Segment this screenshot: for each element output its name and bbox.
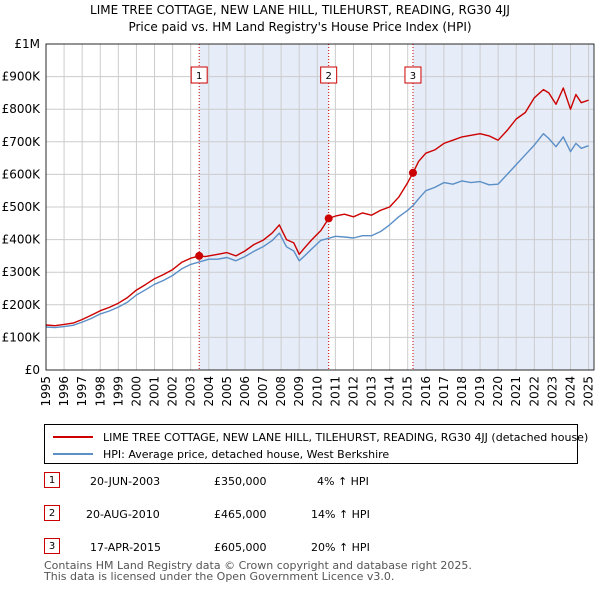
x-tick-label: 2019 [473, 376, 487, 407]
sale-hpi-change: 4% ↑ HPI [317, 475, 369, 488]
x-tick-label: 2001 [148, 376, 162, 407]
sale-price: £605,000 [214, 541, 267, 554]
x-tick-label: 1999 [111, 376, 125, 407]
chart-title: LIME TREE COTTAGE, NEW LANE HILL, TILEHU… [90, 3, 510, 17]
table-row: 1 20-JUN-2003 £350,000 4% ↑ HPI [0, 472, 600, 492]
y-tick-label: £200K [2, 298, 42, 312]
axes: £0 £100K £200K £300K £400K £500K £600K £700K £80… [2, 37, 596, 407]
sale-date: 20-JUN-2003 [90, 475, 161, 488]
x-tick-label: 2004 [202, 376, 216, 407]
x-tick-label: 2009 [292, 376, 306, 407]
sale-number-badge: 2 [44, 505, 60, 521]
sale-hpi-change: 14% ↑ HPI [311, 508, 370, 521]
sale-label-box [404, 66, 422, 84]
legend-label-property: LIME TREE COTTAGE, NEW LANE HILL, TILEHU… [103, 430, 589, 444]
sale-label-box [190, 66, 208, 84]
series [45, 87, 589, 329]
sale-point [324, 214, 333, 223]
footer-copyright: Contains HM Land Registry data © Crown c… [44, 559, 472, 572]
legend-swatch-hpi [53, 453, 93, 455]
y-tick-label: £0 [25, 363, 40, 377]
y-tick-label: £1M [14, 37, 40, 51]
y-tick-label: £400K [2, 233, 42, 247]
x-tick-label: 2005 [220, 376, 234, 407]
x-tick-label: 2015 [401, 376, 415, 407]
x-tick-label: 1998 [93, 376, 107, 407]
legend-item-property: LIME TREE COTTAGE, NEW LANE HILL, TILEHU… [53, 429, 588, 445]
x-tick-label: 2000 [129, 376, 143, 407]
footer-license: This data is licensed under the Open Gov… [44, 570, 395, 583]
legend: LIME TREE COTTAGE, NEW LANE HILL, TILEHU… [44, 424, 588, 464]
property-line [45, 87, 589, 327]
x-tick-label: 2010 [310, 376, 324, 407]
x-tick-label: 2013 [365, 376, 379, 407]
y-tick-label: £300K [2, 265, 42, 279]
y-tick-label: £600K [2, 167, 42, 181]
y-tick-label: £500K [2, 200, 42, 214]
sale-number-badge: 1 [44, 472, 60, 488]
legend-swatch-property [53, 436, 93, 438]
table-row: 3 17-APR-2015 £605,000 20% ↑ HPI [0, 538, 600, 558]
legend-item-hpi: HPI: Average price, detached house, West… [53, 446, 389, 462]
x-tick-label: 1997 [75, 376, 89, 407]
x-tick-label: 1995 [39, 376, 53, 407]
chart: LIME TREE COTTAGE, NEW LANE HILL, TILEHU… [2, 3, 596, 407]
x-tick-label: 2014 [383, 376, 397, 407]
sale-point [408, 168, 417, 177]
x-tick-label: 2002 [166, 376, 180, 407]
sale-point [195, 251, 204, 260]
x-tick-label: 2003 [184, 376, 198, 407]
chart-svg: LIME TREE COTTAGE, NEW LANE HILL, TILEHU… [2, 3, 596, 407]
x-tick-label: 2024 [563, 376, 577, 407]
table-row: 2 20-AUG-2010 £465,000 14% ↑ HPI [0, 505, 600, 525]
sale-date: 20-AUG-2010 [86, 508, 160, 521]
sale-label-box [320, 66, 338, 84]
sale-markers [195, 168, 417, 260]
y-tick-label: £700K [2, 135, 42, 149]
x-tick-label: 2022 [527, 376, 541, 407]
footer: Contains HM Land Registry data © Crown c… [44, 560, 472, 582]
sale-hpi-change: 20% ↑ HPI [311, 541, 370, 554]
x-tick-label: 2018 [455, 376, 469, 407]
sale-label-text: 1 [196, 71, 202, 82]
x-tick-label: 2016 [419, 376, 433, 407]
x-tick-label: 2017 [437, 376, 451, 407]
sale-price: £465,000 [214, 508, 267, 521]
x-tick-label: 2025 [582, 376, 596, 407]
sale-label-text: 2 [325, 71, 331, 82]
x-tick-label: 2012 [346, 376, 360, 407]
legend-label-hpi: HPI: Average price, detached house, West… [103, 447, 390, 461]
x-tick-label: 2020 [491, 376, 505, 407]
x-tick-label: 2023 [545, 376, 559, 407]
sale-vlines: 1 2 3 [190, 44, 422, 370]
sale-price: £350,000 [214, 475, 267, 488]
sale-date: 17-APR-2015 [90, 541, 162, 554]
y-tick-label: £800K [2, 102, 42, 116]
hpi-line [45, 132, 589, 329]
x-tick-label: 2011 [328, 376, 342, 407]
y-tick-label: £100K [2, 330, 42, 344]
y-tick-label: £900K [2, 70, 42, 84]
chart-subtitle: Price paid vs. HM Land Registry's House … [128, 20, 471, 34]
x-tick-label: 1996 [57, 376, 71, 407]
grid [45, 43, 594, 371]
x-tick-label: 2007 [256, 376, 270, 407]
x-tick-label: 2006 [238, 376, 252, 407]
sale-number-badge: 3 [44, 538, 60, 554]
x-tick-label: 2008 [274, 376, 288, 407]
sale-label-text: 3 [410, 71, 416, 82]
x-tick-label: 2021 [509, 376, 523, 407]
plot-frame [45, 43, 595, 371]
